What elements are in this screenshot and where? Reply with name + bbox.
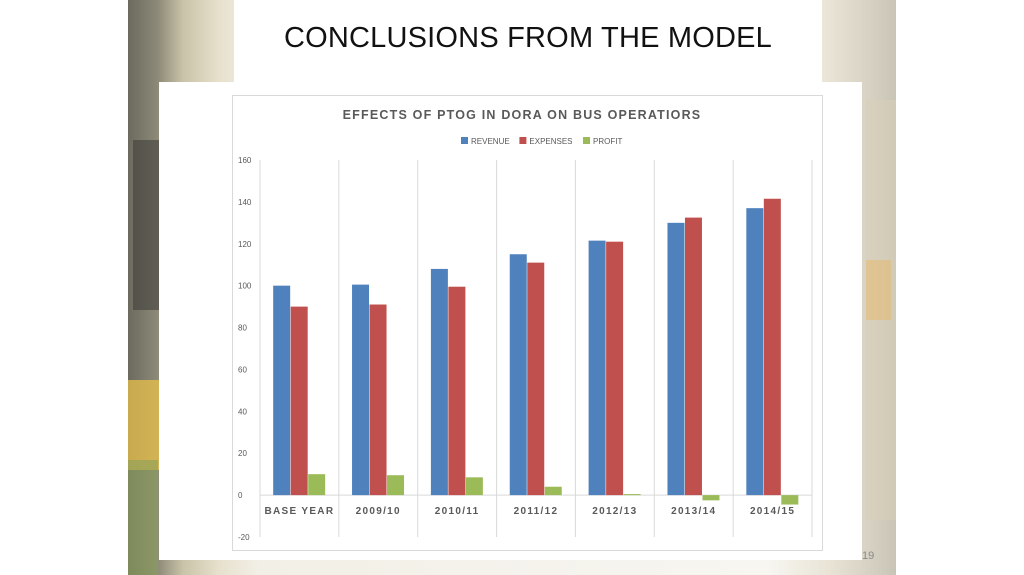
bar-chart: EFFECTS OF PTOG IN DORA ON BUS OPERATIOR… <box>238 108 813 542</box>
bar-profit <box>465 477 483 496</box>
bar-expenses <box>606 241 624 496</box>
bar-profit <box>623 494 641 496</box>
bar-expenses <box>527 262 545 496</box>
x-tick-label: 2009/10 <box>356 506 401 517</box>
y-tick-label: 20 <box>238 449 247 458</box>
legend-label-profit: PROFIT <box>593 137 622 146</box>
y-tick-label: 40 <box>238 407 247 416</box>
x-tick-label: 2012/13 <box>592 506 637 517</box>
y-tick-label: 140 <box>238 198 252 207</box>
bar-revenue <box>588 240 606 496</box>
bar-expenses <box>290 306 308 496</box>
bar-revenue <box>509 254 527 496</box>
bar-revenue <box>667 222 685 496</box>
y-tick-label: 60 <box>238 365 247 374</box>
page-number: 19 <box>862 550 875 562</box>
legend-label-expenses: EXPENSES <box>529 137 572 146</box>
bar-revenue <box>352 284 370 496</box>
bar-revenue <box>746 208 764 496</box>
legend-swatch-profit <box>583 137 590 144</box>
bar-expenses <box>763 198 781 496</box>
bar-revenue <box>430 268 448 496</box>
y-tick-label: 120 <box>238 240 252 249</box>
bar-profit <box>544 486 562 496</box>
chart-frame: EFFECTS OF PTOG IN DORA ON BUS OPERATIOR… <box>232 95 823 551</box>
bar-profit <box>702 495 720 501</box>
y-tick-label: 80 <box>238 324 247 333</box>
legend-swatch-expenses <box>519 137 527 144</box>
bar-expenses <box>448 286 466 496</box>
bar-revenue <box>273 285 291 496</box>
title-panel <box>234 0 822 90</box>
page-title: CONCLUSIONS FROM THE MODEL <box>283 22 773 54</box>
chart-title: EFFECTS OF PTOG IN DORA ON BUS OPERATIOR… <box>343 108 702 122</box>
x-tick-label: 2011/12 <box>514 506 559 517</box>
bar-profit <box>308 474 326 496</box>
legend-label-revenue: REVENUE <box>471 137 510 146</box>
bar-expenses <box>369 304 387 496</box>
bar-profit <box>781 495 799 505</box>
y-tick-label: -20 <box>238 533 250 542</box>
legend-swatch-revenue <box>461 137 468 144</box>
bar-profit <box>387 475 405 496</box>
x-tick-label: 2014/15 <box>750 506 795 517</box>
bar-expenses <box>684 217 702 496</box>
y-tick-label: 160 <box>238 156 252 165</box>
x-tick-label: 2013/14 <box>671 506 716 517</box>
y-tick-label: 100 <box>238 282 252 291</box>
x-tick-label: 2010/11 <box>435 506 480 517</box>
y-tick-label: 0 <box>238 491 243 500</box>
x-tick-label: BASE YEAR <box>264 506 334 517</box>
